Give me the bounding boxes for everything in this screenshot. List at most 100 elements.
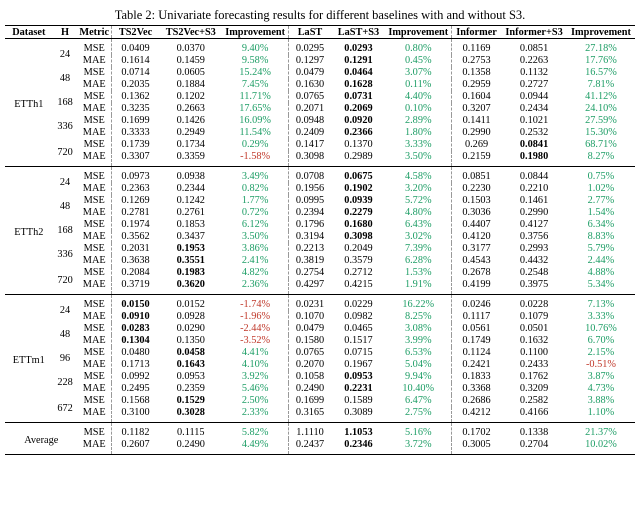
table-row: ETTh124MSE0.04090.03709.40%0.02950.02930… [5, 39, 635, 55]
h-ts2vec: TS2Vec [111, 26, 159, 39]
table-row: 336MSE0.16990.142616.09%0.09480.09202.89… [5, 115, 635, 127]
h-last-s3: LaST+S3 [331, 26, 385, 39]
cell: 0.1749 [451, 335, 501, 347]
horizon-cell: 24 [53, 39, 78, 67]
horizon-cell: 48 [53, 323, 78, 347]
cell: 0.3562 [111, 231, 159, 243]
table-row: MAE0.27810.27610.72%0.23940.22794.80%0.3… [5, 207, 635, 219]
cell: 0.1734 [159, 139, 222, 151]
cell: 0.1304 [111, 335, 159, 347]
cell: 0.0293 [331, 39, 385, 55]
cell: MSE [78, 139, 112, 151]
cell: MSE [78, 347, 112, 359]
cell: 0.2993 [501, 243, 567, 255]
cell: 3.92% [223, 371, 289, 383]
cell: 1.1053 [331, 423, 385, 439]
cell: 0.1297 [288, 55, 331, 67]
cell: 0.2959 [451, 79, 501, 91]
cell: 2.75% [386, 407, 452, 423]
cell: -2.44% [223, 323, 289, 335]
cell: 0.0939 [331, 195, 385, 207]
cell: 0.1833 [451, 371, 501, 383]
cell: 0.2490 [159, 439, 222, 455]
cell: 21.37% [567, 423, 635, 439]
cell: MAE [78, 55, 112, 67]
cell: 0.80% [386, 39, 452, 55]
cell: 0.1614 [111, 55, 159, 67]
cell: MSE [78, 67, 112, 79]
cell: 3.87% [567, 371, 635, 383]
cell: 0.2678 [451, 267, 501, 279]
results-table: Dataset H Metric TS2Vec TS2Vec+S3 Improv… [5, 25, 635, 455]
h-imp1: Improvement [223, 26, 289, 39]
h-H: H [53, 26, 78, 39]
table-row: 336MSE0.20310.19533.86%0.22130.20497.39%… [5, 243, 635, 255]
table-row: 720MSE0.20840.19834.82%0.27540.27121.53%… [5, 267, 635, 279]
cell: 6.47% [386, 395, 452, 407]
cell: 4.49% [223, 439, 289, 455]
table-row: MAE0.23630.23440.82%0.19560.19023.20%0.2… [5, 183, 635, 195]
cell: 0.1417 [288, 139, 331, 151]
horizon-cell: 48 [53, 67, 78, 91]
cell: 0.3620 [159, 279, 222, 295]
h-informer: Informer [451, 26, 501, 39]
cell: 4.40% [386, 91, 452, 103]
cell: 0.2084 [111, 267, 159, 279]
cell: 0.3307 [111, 151, 159, 167]
cell: 27.59% [567, 115, 635, 127]
table-row: 48MSE0.07140.060515.24%0.04790.04643.07%… [5, 67, 635, 79]
cell: 0.2279 [331, 207, 385, 219]
cell: 0.1350 [159, 335, 222, 347]
horizon-cell: 168 [53, 91, 78, 115]
cell: 0.0231 [288, 295, 331, 311]
cell: 0.3165 [288, 407, 331, 423]
h-informer-s3: Informer+S3 [501, 26, 567, 39]
cell: 0.2031 [111, 243, 159, 255]
cell: 0.0229 [331, 295, 385, 311]
cell: 0.2035 [111, 79, 159, 91]
cell: MSE [78, 267, 112, 279]
table-row: 720MSE0.17390.17340.29%0.14170.13703.33%… [5, 139, 635, 151]
average-label: Average [5, 423, 78, 455]
cell: 0.0152 [159, 295, 222, 311]
cell: 0.1983 [159, 267, 222, 279]
cell: 5.16% [386, 423, 452, 439]
horizon-cell: 336 [53, 115, 78, 139]
cell: 0.4407 [451, 219, 501, 231]
cell: 8.27% [567, 151, 635, 167]
cell: 0.3819 [288, 255, 331, 267]
cell: 0.0948 [288, 115, 331, 127]
dataset-cell: ETTh2 [5, 167, 53, 295]
table-row: MAE0.35620.34373.50%0.31940.30983.02%0.4… [5, 231, 635, 243]
cell: 0.2231 [331, 383, 385, 395]
cell: 17.76% [567, 55, 635, 67]
h-imp3: Improvement [567, 26, 635, 39]
cell: 7.13% [567, 295, 635, 311]
cell: MSE [78, 167, 112, 183]
cell: 8.83% [567, 231, 635, 243]
table-row: ETTm124MSE0.01500.0152-1.74%0.02310.0229… [5, 295, 635, 311]
cell: 0.2781 [111, 207, 159, 219]
cell: 16.22% [386, 295, 452, 311]
horizon-cell: 720 [53, 267, 78, 295]
cell: 0.2548 [501, 267, 567, 279]
cell: 0.2263 [501, 55, 567, 67]
cell: 0.1100 [501, 347, 567, 359]
cell: 0.1713 [111, 359, 159, 371]
cell: 0.0731 [331, 91, 385, 103]
cell: 0.1739 [111, 139, 159, 151]
cell: 0.2704 [501, 439, 567, 455]
cell: 1.77% [223, 195, 289, 207]
cell: 7.81% [567, 79, 635, 91]
cell: 0.1169 [451, 39, 501, 55]
cell: 0.2663 [159, 103, 222, 115]
cell: 0.4543 [451, 255, 501, 267]
cell: MAE [78, 335, 112, 347]
cell: 0.0910 [111, 311, 159, 323]
cell: 0.4199 [451, 279, 501, 295]
horizon-cell: 48 [53, 195, 78, 219]
cell: 6.12% [223, 219, 289, 231]
cell: MAE [78, 311, 112, 323]
cell: 0.0928 [159, 311, 222, 323]
cell: 0.1362 [111, 91, 159, 103]
